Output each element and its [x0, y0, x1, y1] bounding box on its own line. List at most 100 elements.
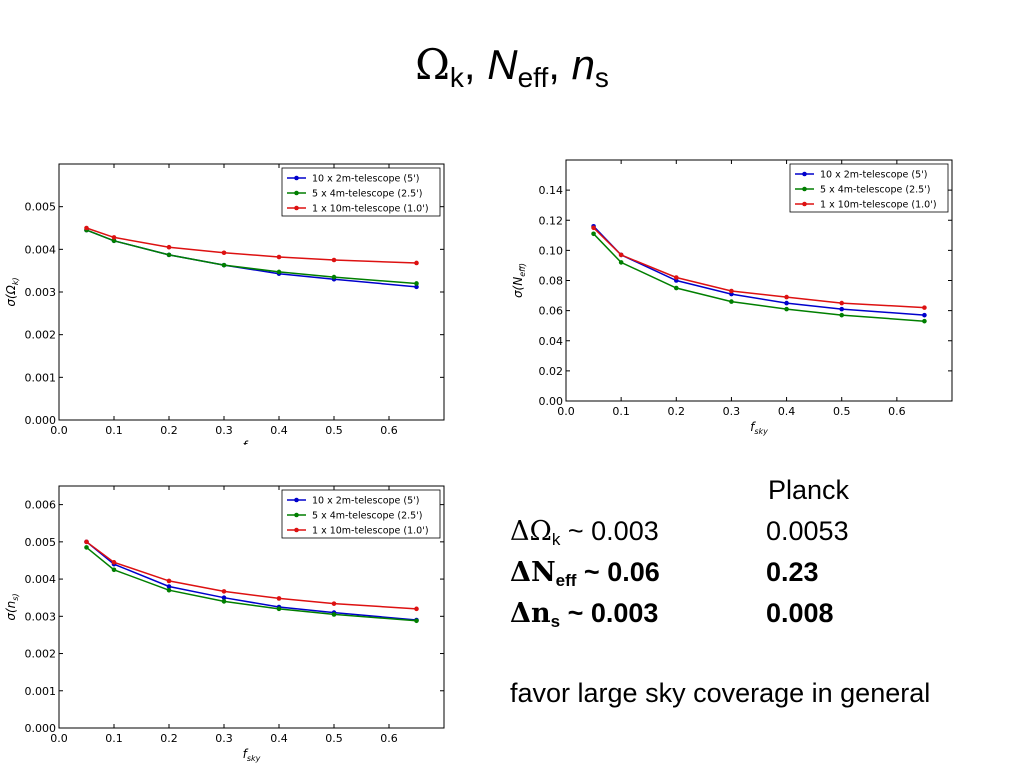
y-tick-label: 0.005: [25, 536, 57, 549]
x-tick-label: 0.2: [160, 424, 178, 437]
data-point: [839, 306, 845, 312]
y-tick-label: 0.06: [539, 305, 564, 318]
conclusion-note: favor large sky coverage in general: [510, 678, 931, 708]
summary-value: ~ 0.003: [560, 598, 659, 628]
data-point: [111, 235, 117, 240]
data-point: [673, 285, 679, 291]
legend-marker: [294, 205, 299, 211]
summary-row-label: ΔNeff ~ 0.06: [510, 557, 660, 591]
data-point: [618, 260, 624, 265]
data-point: [166, 587, 172, 593]
data-point: [414, 618, 419, 624]
summary-panel: Planck ΔΩk ~ 0.003 0.0053 ΔNeff ~ 0.06 0…: [510, 475, 1010, 639]
x-tick-label: 0.1: [105, 732, 123, 745]
data-point: [276, 269, 282, 275]
data-point: [784, 300, 789, 306]
legend-label: 10 x 2m-telescope (5'): [312, 174, 419, 185]
x-tick-label: 0.0: [50, 732, 68, 745]
data-point: [166, 244, 172, 250]
y-tick-label: 0.12: [539, 214, 564, 227]
y-tick-label: 0.00: [539, 395, 564, 408]
y-axis-label: σ(Ωk): [4, 277, 20, 306]
legend-box: [789, 163, 949, 213]
y-tick-label: 0.004: [25, 573, 57, 586]
data-point: [111, 238, 117, 244]
x-tick-label: 0.6: [888, 405, 906, 418]
legend-label: 10 x 2m-telescope (5'): [820, 170, 927, 181]
y-tick-label: 0.02: [539, 365, 564, 378]
y-axis-label: σ(Neff): [511, 263, 527, 298]
x-tick-label: 0.4: [778, 405, 796, 418]
data-point: [784, 294, 789, 300]
y-tick-label: 0.04: [539, 335, 564, 348]
chart-n-eff: 0.0 0.1 0.2 0.3 0.4 0.5 0.6 0.00 0.02 0.04 0.06 0.0…: [511, 159, 953, 436]
data-point: [784, 306, 789, 312]
y-tick-label: 0.08: [539, 275, 564, 288]
data-point: [331, 257, 337, 263]
legend-box: [281, 489, 441, 539]
data-point: [221, 250, 227, 256]
title-ns-symbol: n: [571, 41, 595, 88]
x-tick-label: 0.1: [612, 405, 630, 418]
data-point: [221, 589, 227, 594]
y-tick-label: 0.001: [25, 371, 57, 384]
legend-label: 5 x 4m-telescope (2.5'): [312, 511, 423, 522]
data-point: [729, 288, 734, 294]
summary-value: ~ 0.06: [576, 557, 660, 587]
x-tick-label: 0.0: [557, 405, 575, 418]
title-omega-symbol: Ω: [415, 40, 450, 89]
y-tick-label: 0.004: [25, 243, 57, 256]
legend-label: 5 x 4m-telescope (2.5'): [820, 185, 931, 196]
legend-label: 1 x 10m-telescope (1.0'): [312, 204, 429, 215]
legend-marker: [294, 512, 299, 518]
x-tick-label: 0.6: [380, 424, 398, 437]
x-tick-label: 0.3: [215, 424, 233, 437]
data-point: [84, 225, 89, 231]
title-ns-sub: s: [594, 62, 609, 93]
data-point: [591, 225, 596, 231]
legend-box: [281, 167, 441, 217]
summary-symbol: ΔN: [510, 557, 556, 588]
legend-label: 10 x 2m-telescope (5'): [312, 496, 419, 507]
x-tick-label: 0.3: [215, 732, 233, 745]
data-point: [276, 596, 282, 601]
x-tick-label: 0.4: [270, 424, 288, 437]
data-point: [673, 275, 679, 280]
chart-n-s: 0.0 0.1 0.2 0.3 0.4 0.5 0.6 0.000 0.001 0.002 0.00…: [4, 485, 445, 763]
data-point: [414, 284, 419, 290]
title-n-symbol: N: [487, 41, 518, 88]
x-axis-label: fsky: [243, 747, 261, 763]
data-point: [839, 300, 845, 306]
legend-marker: [802, 201, 807, 207]
title-sep-2: ,: [548, 41, 572, 88]
x-tick-label: 0.2: [668, 405, 686, 418]
x-tick-label: 0.6: [380, 732, 398, 745]
legend-marker: [802, 186, 807, 192]
y-axis-label: σ(ns): [4, 593, 20, 620]
summary-row-label: Δns ~ 0.003: [510, 598, 658, 632]
legend-label: 1 x 10m-telescope (1.0'): [312, 526, 429, 537]
title-n-sub: eff: [517, 62, 549, 93]
legend-marker: [294, 497, 299, 503]
x-tick-label: 0.5: [833, 405, 851, 418]
data-point: [221, 599, 227, 604]
data-point: [414, 260, 419, 266]
summary-header-row: Planck: [510, 475, 1010, 516]
legend-marker: [802, 171, 807, 177]
y-tick-label: 0.002: [25, 329, 57, 342]
x-tick-label: 0.5: [325, 424, 343, 437]
data-point: [166, 584, 172, 589]
data-point: [331, 601, 337, 606]
data-point: [221, 595, 227, 600]
data-point: [84, 539, 89, 545]
summary-planck-value: 0.008: [766, 598, 834, 628]
title-sep-1: ,: [463, 41, 488, 88]
x-tick-label: 0.5: [325, 732, 343, 745]
planck-header: Planck: [768, 475, 850, 505]
y-tick-label: 0.10: [539, 244, 564, 257]
x-tick-label: 0.1: [105, 424, 123, 437]
data-point: [331, 612, 337, 617]
data-point: [276, 606, 282, 612]
summary-planck-value: 0.0053: [766, 516, 849, 546]
summary-row-omega-k: ΔΩk ~ 0.003 0.0053: [510, 516, 1010, 557]
